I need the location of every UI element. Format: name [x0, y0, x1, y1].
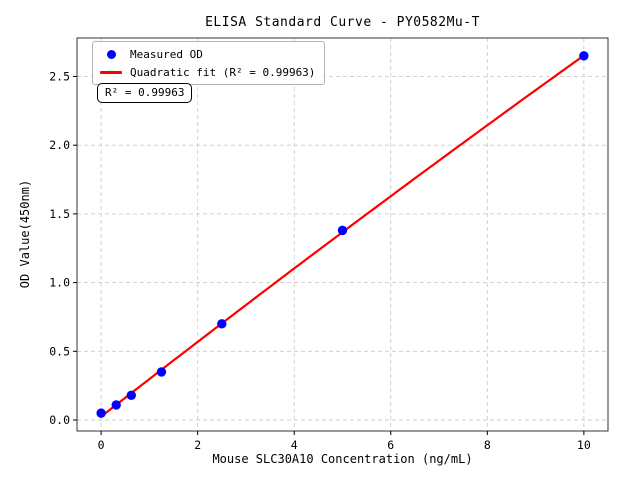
scatter-marker-icon: [106, 49, 116, 59]
data-point: [111, 400, 121, 410]
y-tick-label: 2.0: [49, 138, 70, 152]
y-tick-label: 1.0: [49, 276, 70, 290]
x-tick-label: 8: [484, 438, 491, 452]
data-point: [579, 51, 589, 61]
legend-swatch: [99, 49, 123, 59]
chart-title: ELISA Standard Curve - PY0582Mu-T: [205, 15, 480, 30]
x-tick-label: 4: [291, 438, 298, 452]
data-point: [96, 408, 106, 418]
x-tick-label: 6: [387, 438, 394, 452]
legend: Measured OD Quadratic fit (R² = 0.99963): [92, 41, 326, 85]
x-tick-label: 0: [98, 438, 105, 452]
data-point: [126, 390, 137, 400]
legend-item-measured-od: Measured OD: [99, 47, 315, 61]
y-tick-label: 1.5: [49, 207, 70, 221]
legend-label-measured-od: Measured OD: [130, 47, 203, 61]
legend-item-quadratic-fit: Quadratic fit (R² = 0.99963): [99, 65, 315, 79]
legend-label-quadratic-fit: Quadratic fit (R² = 0.99963): [130, 65, 316, 79]
y-tick-label: 0.5: [49, 344, 70, 358]
x-tick-label: 10: [577, 438, 591, 452]
data-point: [156, 367, 167, 377]
y-axis-label: OD Value(450nm): [18, 179, 32, 289]
y-tick-label: 0.0: [49, 413, 70, 427]
axes-spines: [76, 37, 609, 432]
x-axis-label: Mouse SLC30A10 Concentration (ng/mL): [212, 452, 473, 466]
legend-swatch: [99, 70, 123, 74]
fit-line: [99, 54, 586, 418]
r-squared-annotation: R² = 0.99963: [97, 83, 193, 103]
data-point: [217, 319, 227, 329]
data-point: [337, 225, 348, 236]
fit-line-marker-icon: [100, 70, 122, 74]
x-tick-label: 2: [194, 438, 201, 452]
y-tick-label: 2.5: [49, 69, 70, 83]
